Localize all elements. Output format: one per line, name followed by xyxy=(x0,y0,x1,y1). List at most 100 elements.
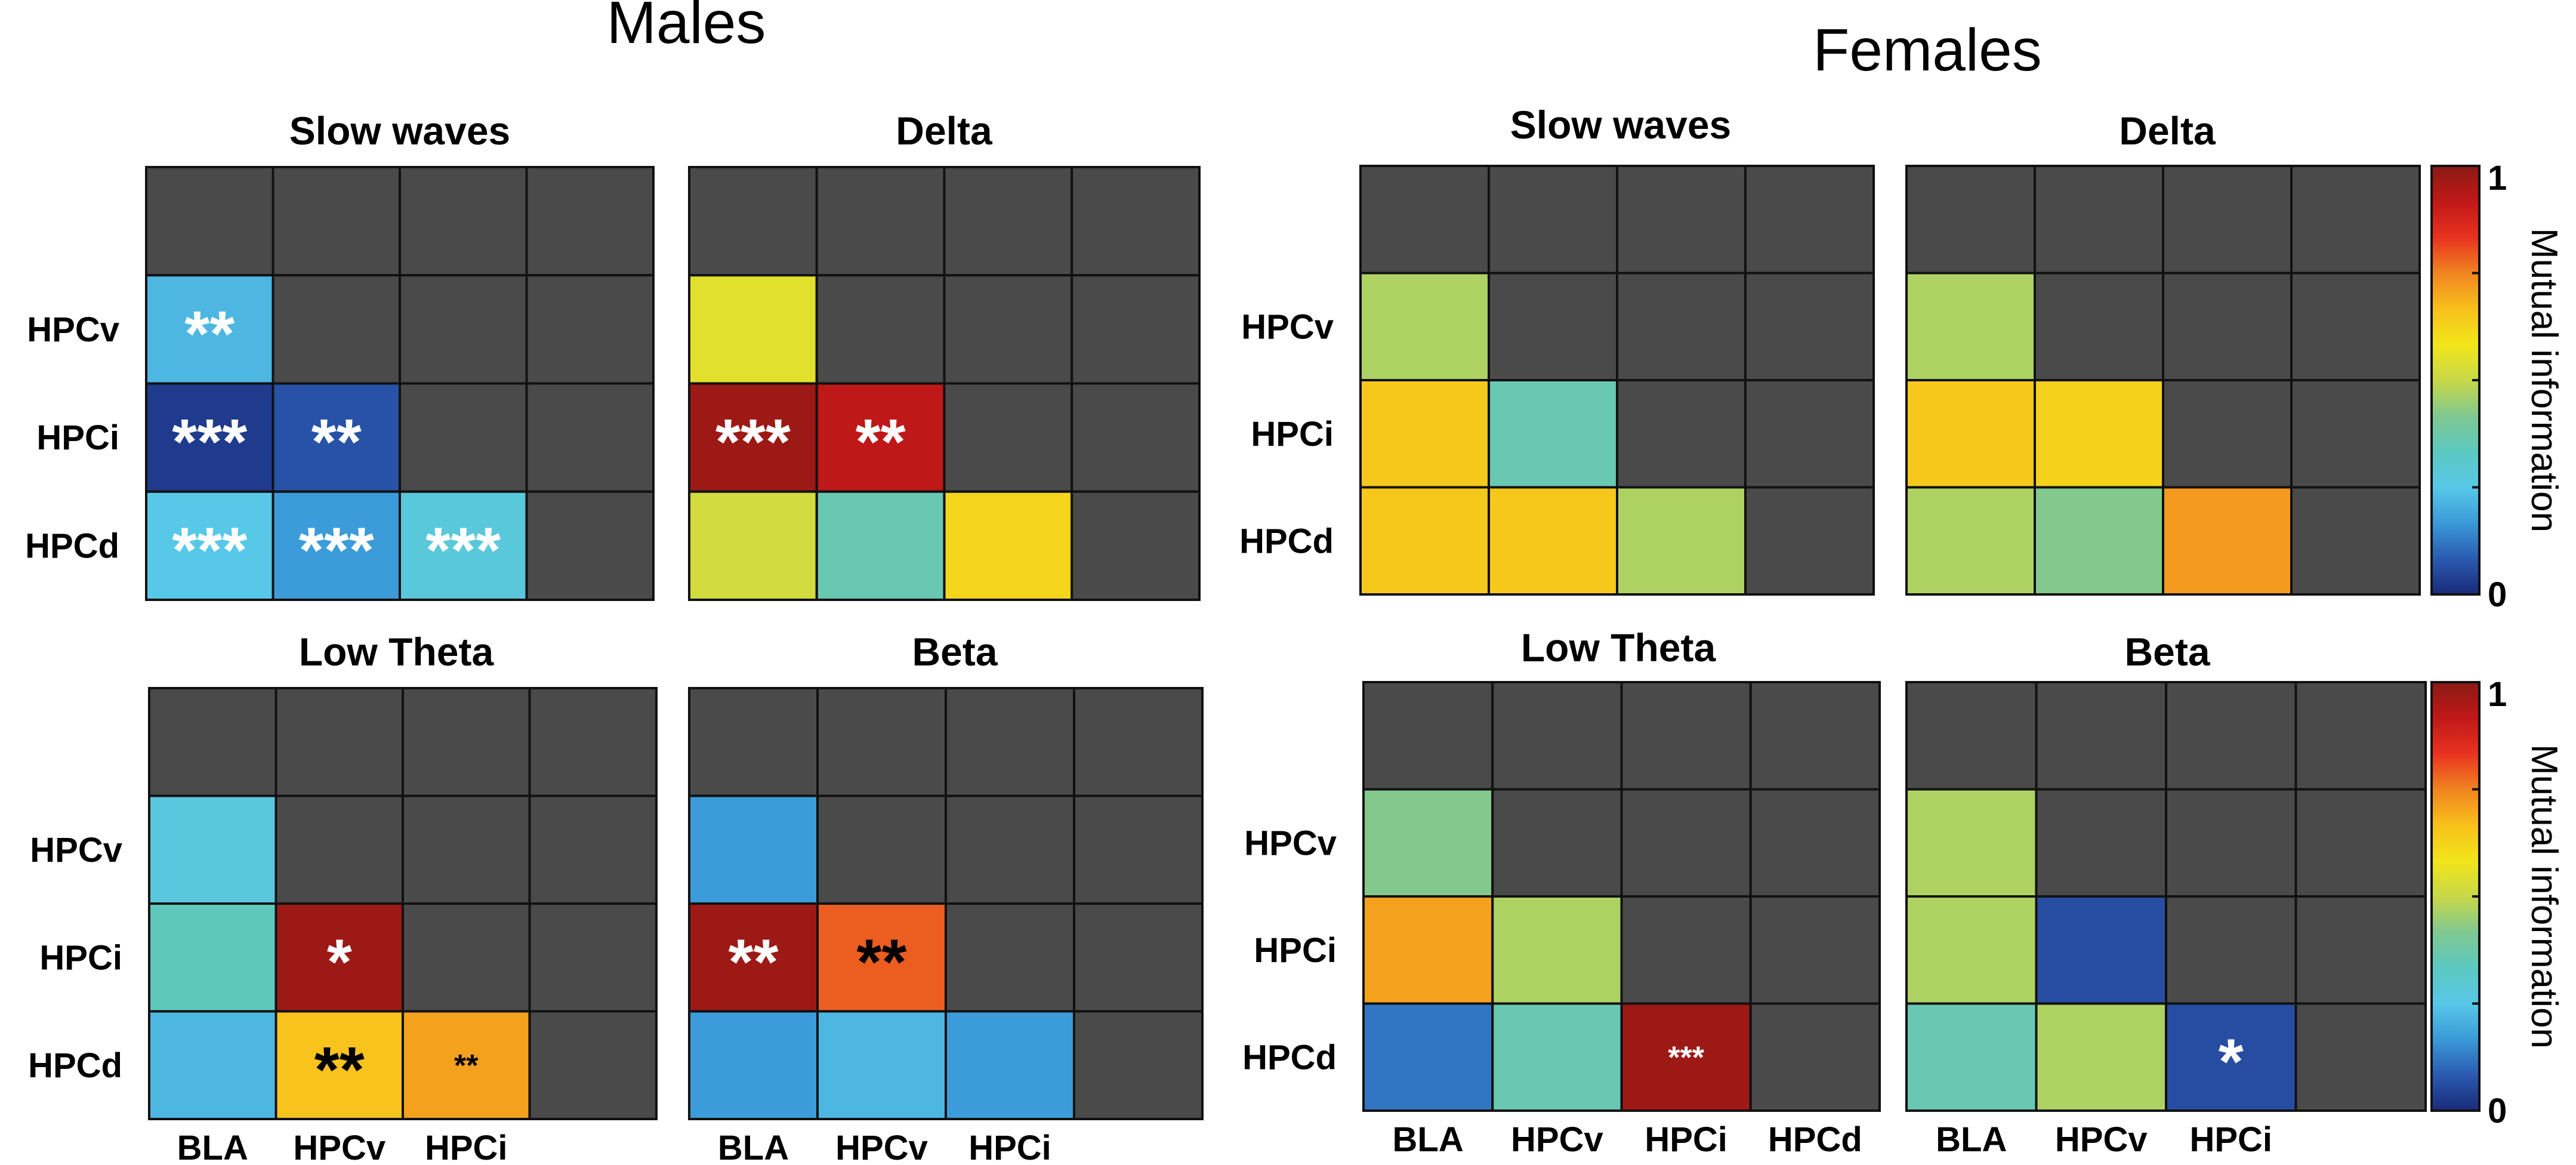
heatmap-cell-empty xyxy=(2165,788,2297,898)
heatmap-panel-females-slow-waves: Slow waves HPCv HPCi HPCd xyxy=(1239,103,1875,596)
heatmap-cell-empty xyxy=(945,902,1075,1013)
heatmap-cell-empty xyxy=(688,166,818,277)
heatmap-cell-empty xyxy=(528,687,658,797)
heatmap-cell xyxy=(272,490,401,601)
heatmap-cell-empty xyxy=(402,794,531,905)
heatmap-cell-empty xyxy=(1073,687,1204,797)
heatmap-cell xyxy=(815,382,946,493)
heatmap-cell xyxy=(1905,788,2038,898)
panel-title: Low Theta xyxy=(299,630,495,674)
heatmap-cell-empty xyxy=(2294,788,2427,898)
heatmap-cell-empty xyxy=(1616,272,1747,381)
heatmap-cell-empty xyxy=(1620,895,1752,1005)
heatmap-cell-empty xyxy=(2290,272,2421,381)
panel-title: Delta xyxy=(896,109,993,153)
colorbar: 1 0 Mutual information xyxy=(2430,675,2565,1130)
heatmap-cell xyxy=(1362,1002,1494,1112)
colorbar-title: Mutual information xyxy=(2523,228,2565,532)
significance-stars: *** xyxy=(299,513,374,585)
heatmap-cell-empty xyxy=(272,274,401,385)
heatmap-cell xyxy=(1905,486,2036,596)
heatmap-cell-empty xyxy=(1488,165,1618,275)
column-label: HPCd xyxy=(1768,1120,1862,1159)
row-label: HPCd xyxy=(25,526,119,565)
heatmap-cell xyxy=(688,1010,819,1120)
heatmap-cell xyxy=(1616,486,1747,596)
heatmap-cell-empty xyxy=(1070,274,1201,385)
heatmap-cell-empty xyxy=(2034,272,2164,381)
heatmap-cell-empty xyxy=(2162,272,2293,381)
colorbar-max-label: 1 xyxy=(2488,159,2507,198)
heatmap-cell-empty xyxy=(528,1010,658,1120)
heatmap-cell-empty xyxy=(1749,681,1881,791)
row-label: HPCd xyxy=(1239,522,1334,560)
heatmap-cell-empty xyxy=(402,687,531,797)
heatmap-cell xyxy=(148,794,277,905)
colorbar-min-label: 0 xyxy=(2488,575,2507,614)
row-label: HPCi xyxy=(39,938,122,977)
heatmap-cell xyxy=(145,382,274,493)
significance-stars: *** xyxy=(1668,1040,1704,1075)
heatmap-cell-empty xyxy=(943,382,1073,493)
heatmap-cell-empty xyxy=(1073,794,1204,905)
heatmap-cell-empty xyxy=(815,274,946,385)
panels-layer: Slow waves***** ***** *** ***HPCvHPCiHPCdDe… xyxy=(25,103,2427,1165)
heatmap-cell-empty xyxy=(525,274,655,385)
heatmap-cell xyxy=(688,794,819,905)
colorbar-min-label: 0 xyxy=(2488,1092,2507,1130)
heatmap-cell xyxy=(688,274,818,385)
significance-stars: ** xyxy=(856,405,906,477)
heatmap-cell-empty xyxy=(1359,165,1490,275)
heatmap-cell-empty xyxy=(816,687,947,797)
heatmap-cell-empty xyxy=(1744,272,1875,381)
heatmap-cell xyxy=(2034,486,2164,596)
panel-title: Slow waves xyxy=(1510,103,1732,147)
heatmap-cell xyxy=(145,274,274,385)
heatmap-cell-empty xyxy=(2034,165,2164,275)
heatmap-cell xyxy=(2035,1002,2167,1112)
heatmap-cell-empty xyxy=(816,794,947,905)
heatmap-cell xyxy=(1905,379,2036,489)
heatmap-cell xyxy=(272,382,401,493)
heatmap-cell-empty xyxy=(2294,681,2427,791)
heatmap-cell-empty xyxy=(1744,379,1875,489)
heatmap-cell xyxy=(1362,895,1494,1005)
heatmap-cell-empty xyxy=(1905,681,2038,791)
heatmap-cell xyxy=(1491,895,1623,1005)
heatmap-cell-empty xyxy=(945,794,1075,905)
heatmap-panel-females-delta: Delta xyxy=(1905,109,2421,596)
heatmap-cell xyxy=(945,1010,1075,1120)
heatmap-cell xyxy=(1620,1002,1752,1112)
heatmap-cell xyxy=(2162,486,2293,596)
heatmap-cell xyxy=(1362,788,1494,898)
heatmap-cell-empty xyxy=(1620,788,1752,898)
heatmap-cell-empty xyxy=(688,687,819,797)
significance-stars: *** xyxy=(425,513,501,585)
row-label: HPCv xyxy=(30,831,122,870)
heatmap-cell-empty xyxy=(272,166,401,277)
panel-title: Slow waves xyxy=(289,109,511,153)
row-label: HPCv xyxy=(27,310,119,349)
heatmap-cell-empty xyxy=(2165,895,2297,1005)
heatmap-cell-empty xyxy=(525,166,655,277)
heatmap-cell xyxy=(816,1010,947,1120)
heatmap-cell-empty xyxy=(1491,788,1623,898)
heatmap-cell-empty xyxy=(1616,165,1747,275)
panel-title: Beta xyxy=(912,630,998,674)
heatmap-cell-empty xyxy=(1491,681,1623,791)
column-label: HPCi xyxy=(425,1129,508,1162)
column-label: HPCi xyxy=(968,1129,1051,1162)
heatmap-cell-empty xyxy=(399,274,528,385)
heatmap-cell-empty xyxy=(528,902,658,1013)
colorbars-layer: 1 0 Mutual information 1 0 Mutual information xyxy=(2430,159,2565,1130)
heatmap-cell xyxy=(1359,486,1490,596)
colorbar: 1 0 Mutual information xyxy=(2430,159,2565,614)
heatmap-cell-empty xyxy=(945,687,1075,797)
heatmap-cell xyxy=(399,490,528,601)
column-label: BLA xyxy=(1393,1120,1464,1159)
panel-title: Delta xyxy=(2119,109,2216,153)
row-label: HPCi xyxy=(1254,931,1337,970)
